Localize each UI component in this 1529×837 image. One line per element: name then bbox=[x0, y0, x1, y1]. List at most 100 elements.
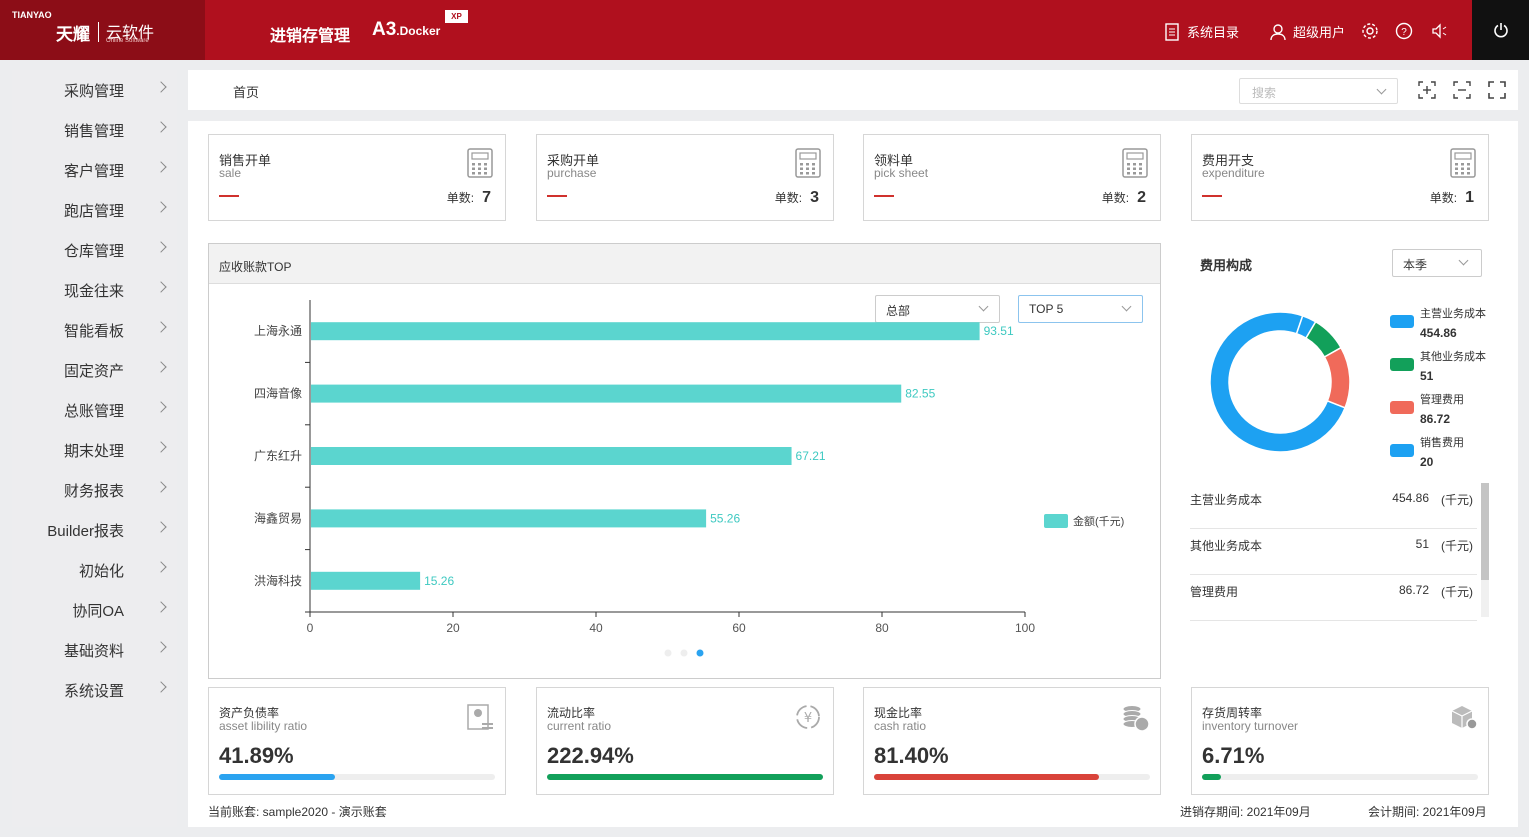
ratio-progress-fill bbox=[219, 774, 335, 780]
chevron-right-icon bbox=[155, 161, 167, 173]
legend-swatch[interactable] bbox=[1044, 514, 1068, 528]
doc-card-count: 单数: 3 bbox=[775, 189, 819, 207]
sidebar-item[interactable]: 仓库管理 bbox=[12, 230, 177, 270]
sidebar-item[interactable]: 客户管理 bbox=[12, 150, 177, 190]
expense-row: 其他业务成本 51 (千元) bbox=[1190, 529, 1477, 575]
expense-row-name: 其他业务成本 bbox=[1190, 539, 1263, 553]
help-button[interactable]: ? bbox=[1395, 22, 1413, 40]
bar[interactable] bbox=[311, 509, 707, 528]
doc-card[interactable]: 采购开单 purchase 单数: 3 bbox=[536, 134, 834, 221]
power-button[interactable] bbox=[1472, 0, 1529, 60]
user-button[interactable]: 超级用户 bbox=[1269, 22, 1345, 41]
sidebar-item[interactable]: 基础资料 bbox=[12, 630, 177, 670]
doc-card-count-label: 单数: bbox=[1429, 191, 1458, 205]
ratio-card[interactable]: 资产负债率 asset libility ratio 41.89% bbox=[208, 687, 506, 795]
legend-label: 金额(千元) bbox=[1073, 514, 1124, 528]
power-icon bbox=[1494, 23, 1508, 38]
add-tab-icon[interactable] bbox=[1417, 80, 1437, 100]
pager-dot[interactable] bbox=[680, 649, 688, 657]
ratio-title: 资产负债率 bbox=[219, 706, 280, 720]
speaker-icon bbox=[1432, 23, 1447, 39]
sidebar-item[interactable]: 销售管理 bbox=[12, 110, 177, 150]
expense-legend-swatch[interactable] bbox=[1390, 358, 1414, 371]
footer-inv-period: 进销存期间: 2021年09月 bbox=[1180, 805, 1311, 819]
sidebar-item[interactable]: 系统设置 bbox=[12, 670, 177, 710]
expense-legend-swatch[interactable] bbox=[1390, 444, 1414, 457]
expense-scrollbar[interactable] bbox=[1481, 483, 1489, 617]
product-name: 进销存管理 bbox=[270, 28, 351, 45]
x-tick-label: 60 bbox=[732, 621, 746, 635]
chevron-right-icon bbox=[155, 401, 167, 413]
ratio-card[interactable]: 存货周转率 inventory turnover 6.71% bbox=[1191, 687, 1489, 795]
sidebar-item[interactable]: 固定资产 bbox=[12, 350, 177, 390]
expense-legend-swatch[interactable] bbox=[1390, 315, 1414, 328]
donut-slice[interactable] bbox=[1209, 311, 1347, 453]
pager-dot[interactable] bbox=[696, 649, 704, 657]
doc-card[interactable]: 领料单 pick sheet 单数: 2 bbox=[863, 134, 1161, 221]
expense-row-value: 454.86 bbox=[1392, 491, 1429, 505]
sidebar-item[interactable]: Builder报表 bbox=[12, 510, 177, 550]
ratio-card[interactable]: 流动比率 current ratio 222.94% ¥ bbox=[536, 687, 834, 795]
tab-bar: 首页 搜索 bbox=[188, 70, 1518, 110]
doc-card[interactable]: 费用开支 expenditure 单数: 1 bbox=[1191, 134, 1489, 221]
bar[interactable] bbox=[311, 571, 421, 590]
doc-card-dash bbox=[219, 195, 239, 197]
bar[interactable] bbox=[311, 447, 792, 465]
gear-icon bbox=[1362, 23, 1378, 39]
ratio-card[interactable]: 现金比率 cash ratio 81.40% bbox=[863, 687, 1161, 795]
period-select[interactable]: 本季 bbox=[1392, 249, 1482, 277]
doc-card-count: 单数: 7 bbox=[447, 189, 491, 207]
top-select[interactable]: TOP 5 bbox=[1018, 295, 1143, 323]
brand-cloud-text: 云软件 bbox=[106, 25, 155, 42]
doc-card-title: 采购开单 bbox=[547, 153, 600, 168]
expense-legend-value: 20 bbox=[1420, 455, 1434, 469]
doc-card[interactable]: 销售开单 sale 单数: 7 bbox=[208, 134, 506, 221]
sidebar-item[interactable]: 财务报表 bbox=[12, 470, 177, 510]
sidebar-item-label: 采购管理 bbox=[63, 82, 124, 100]
product-code: A3.Docker bbox=[372, 19, 440, 41]
sidebar-item[interactable]: 期末处理 bbox=[12, 430, 177, 470]
settings-button[interactable] bbox=[1361, 22, 1379, 40]
expense-legend-label: 管理费用 bbox=[1420, 394, 1464, 406]
bar[interactable] bbox=[311, 322, 980, 341]
ratio-progress-fill bbox=[547, 774, 823, 780]
bar[interactable] bbox=[311, 384, 902, 403]
sound-button[interactable] bbox=[1430, 22, 1448, 40]
sidebar-item[interactable]: 现金往来 bbox=[12, 270, 177, 310]
expense-row-unit: (千元) bbox=[1441, 539, 1473, 553]
receivables-title: 应收账款TOP bbox=[219, 260, 292, 274]
footer-acc-period: 会计期间: 2021年09月 bbox=[1368, 805, 1487, 819]
branch-select[interactable]: 总部 bbox=[875, 295, 1000, 323]
chevron-right-icon bbox=[155, 481, 167, 493]
donut-slice[interactable] bbox=[1323, 346, 1351, 409]
sidebar-item-label: 销售管理 bbox=[63, 122, 124, 140]
expense-row-value: 51 bbox=[1415, 537, 1429, 551]
expense-title: 费用构成 bbox=[1200, 258, 1253, 273]
sidebar-item[interactable]: 跑店管理 bbox=[12, 190, 177, 230]
sidebar-item[interactable]: 智能看板 bbox=[12, 310, 177, 350]
fullscreen-icon[interactable] bbox=[1487, 80, 1507, 100]
sidebar-item[interactable]: 协同OA bbox=[12, 590, 177, 630]
tab-home[interactable]: 首页 bbox=[233, 85, 260, 100]
sidebar-item[interactable]: 采购管理 bbox=[12, 70, 177, 110]
expense-legend-swatch[interactable] bbox=[1390, 401, 1414, 414]
chevron-right-icon bbox=[155, 681, 167, 693]
expense-scrollbar-thumb[interactable] bbox=[1481, 483, 1489, 580]
pager-dot[interactable] bbox=[664, 649, 672, 657]
sidebar bbox=[12, 70, 177, 827]
system-menu-button[interactable]: 系统目录 bbox=[1163, 22, 1239, 41]
svg-text:?: ? bbox=[1401, 27, 1407, 38]
doc-card-count-label: 单数: bbox=[774, 191, 803, 205]
document-icon bbox=[1165, 22, 1179, 41]
chevron-right-icon bbox=[155, 201, 167, 213]
ratio-title: 现金比率 bbox=[874, 706, 923, 720]
chevron-down-icon bbox=[1376, 84, 1387, 95]
x-tick-label: 0 bbox=[307, 621, 314, 635]
sidebar-item[interactable]: 总账管理 bbox=[12, 390, 177, 430]
receipt-icon bbox=[467, 704, 493, 730]
x-tick-label: 20 bbox=[446, 621, 460, 635]
sidebar-item[interactable]: 初始化 bbox=[12, 550, 177, 590]
chevron-right-icon bbox=[155, 281, 167, 293]
search-select[interactable]: 搜索 bbox=[1239, 78, 1398, 104]
close-tab-icon[interactable] bbox=[1452, 80, 1472, 100]
